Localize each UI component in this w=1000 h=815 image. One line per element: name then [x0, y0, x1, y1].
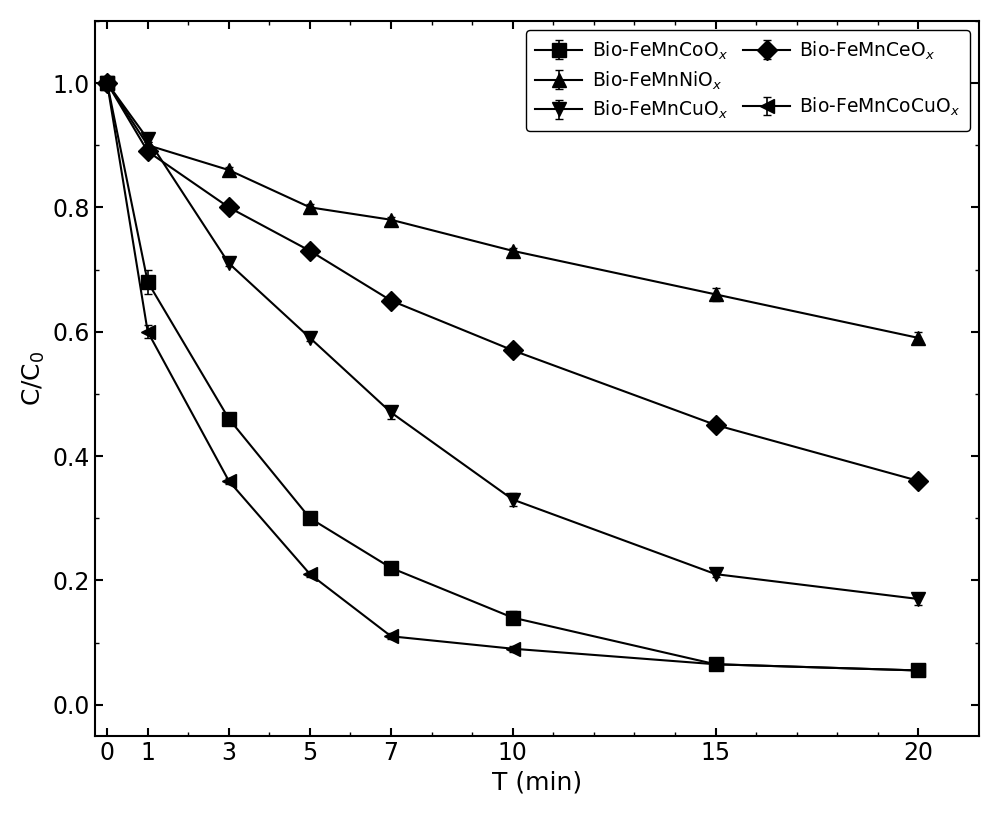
- Y-axis label: C/C$_0$: C/C$_0$: [21, 350, 47, 406]
- X-axis label: T (min): T (min): [492, 770, 582, 794]
- Legend: Bio-FeMnCoO$_x$, Bio-FeMnNiO$_x$, Bio-FeMnCuO$_x$, Bio-FeMnCeO$_x$, , Bio-FeMnCo: Bio-FeMnCoO$_x$, Bio-FeMnNiO$_x$, Bio-Fe…: [526, 30, 970, 131]
